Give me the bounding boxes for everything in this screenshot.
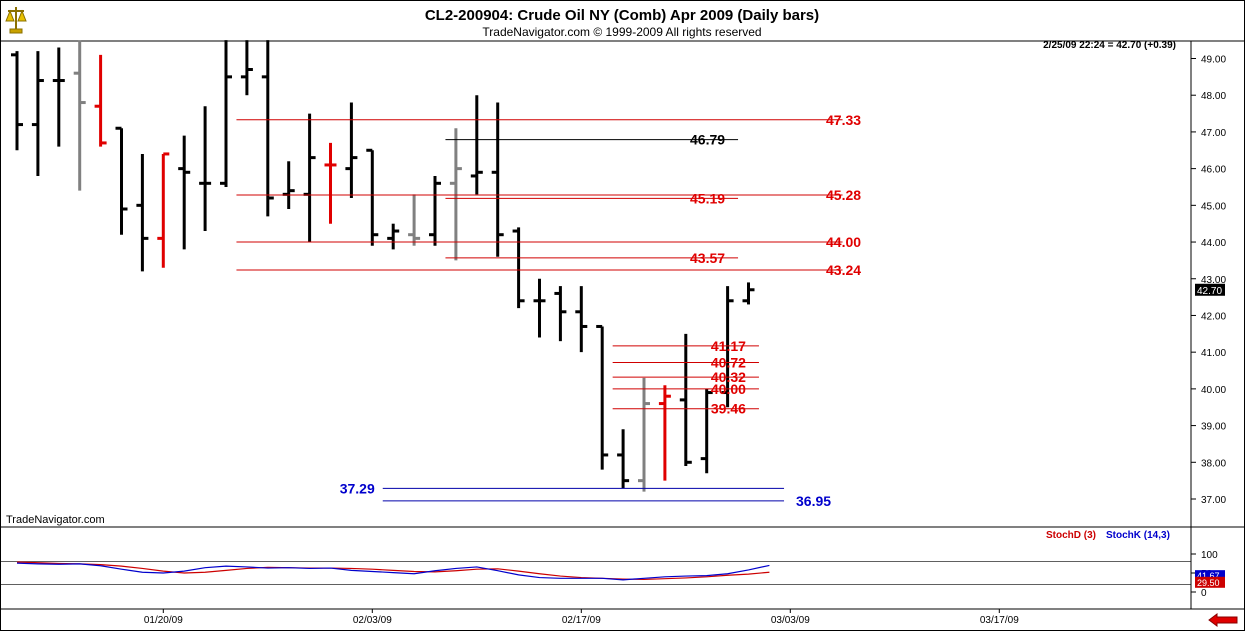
date-tick-label: 03/03/09 [771,615,810,626]
level-label: 40.32 [711,369,746,385]
stoch-d-legend: StochD (3) [1046,530,1096,541]
ohlc-bar [282,161,295,210]
ohlc-bar [94,54,107,147]
ohlc-bar [11,51,23,151]
ohlc-bar [324,142,337,224]
chart-title: CL2-200904: Crude Oil NY (Comb) Apr 2009… [425,7,819,24]
ohlc-bar [303,113,316,243]
logo-icon [5,7,27,34]
price-tick-label: 39.00 [1201,422,1226,433]
watermark: TradeNavigator.com [6,514,105,526]
ohlc-bar [387,223,400,250]
price-tick-label: 40.00 [1201,385,1226,396]
level-label: 45.19 [690,190,725,206]
left-arrow-icon[interactable] [1208,613,1238,627]
level-label: 40.72 [711,354,746,370]
level-label: 40.00 [711,381,746,397]
level-label: 43.24 [826,262,861,278]
level-label: 37.29 [340,480,375,496]
ohlc-bar [199,106,212,232]
price-tick-label: 43.00 [1201,275,1226,286]
stoch-tick-label: 0 [1201,588,1207,599]
last-price-marker: 42.70 [1195,283,1225,297]
ohlc-bar [575,286,588,353]
last-price-box [1195,283,1225,296]
level-label: 43.57 [690,250,725,266]
price-tick-label: 47.00 [1201,128,1226,139]
price-tick-label: 38.00 [1201,458,1226,469]
price-bars [11,40,755,492]
ohlc-bar [73,40,86,191]
ohlc-bar [658,385,671,481]
ohlc-bar [491,102,504,257]
level-label: 36.95 [796,493,831,509]
price-tick-label: 41.00 [1201,348,1226,359]
ohlc-bar [679,333,692,466]
stoch-series-line [16,562,770,581]
status-readout: 2/25/09 22:24 = 42.70 (+0.39) [1043,40,1176,51]
price-tick-label: 45.00 [1201,201,1226,212]
ohlc-bar [157,152,170,268]
price-tick-label: 46.00 [1201,165,1226,176]
ohlc-bar [617,429,630,488]
date-tick-label: 01/20/09 [144,615,183,626]
stoch-series-line [16,561,770,581]
stoch-k-last-box [1195,570,1225,582]
ohlc-bar [554,286,567,342]
ohlc-bar [533,278,546,338]
date-tick-label: 03/17/09 [980,615,1019,626]
level-label: 46.79 [690,132,725,148]
ohlc-bar [178,135,191,250]
level-label: 44.00 [826,234,861,250]
last-price-label: 42.70 [1197,286,1222,297]
ohlc-bar [240,40,253,96]
ohlc-bar [31,51,44,176]
stoch-d-last-label: 29.50 [1197,578,1220,588]
price-tick-label: 37.00 [1201,495,1226,506]
date-axis: 01/20/09 02/03/09 02/17/09 03/03/09 03/17/09 [144,609,1019,626]
ohlc-bar [470,95,483,195]
stoch-k-last-label: 41.67 [1197,571,1220,581]
ohlc-bar [638,377,650,492]
ohlc-bar [408,194,421,246]
ohlc-bar [742,282,755,305]
ohlc-bar [220,40,232,187]
ohlc-bar [429,175,441,246]
stoch-d-last-box [1195,576,1225,588]
price-tick-label: 48.00 [1201,91,1226,102]
ohlc-bar [449,128,462,261]
level-lines: 47.33 46.79 45.28 45.19 44.00 43.57 43.24 41.17… [236,112,861,509]
ohlc-bar [700,388,713,474]
ohlc-bar [52,47,65,147]
ohlc-bar [115,126,128,235]
date-tick-label: 02/03/09 [353,615,392,626]
level-label: 45.28 [826,187,861,203]
date-tick-label: 02/17/09 [562,615,601,626]
ohlc-bar [512,227,525,309]
price-tick-label: 49.00 [1201,55,1226,66]
level-label: 41.17 [711,338,746,354]
price-tick-label: 44.00 [1201,238,1226,249]
ohlc-bar [596,324,609,470]
ohlc-bar [366,148,379,246]
price-axis: 37.00 38.00 39.00 40.00 41.00 42.00 43.00 44.00… [1191,55,1226,506]
ohlc-bar [136,153,149,272]
level-label: 47.33 [826,112,861,128]
stoch-k-legend: StochK (14,3) [1106,530,1170,541]
ohlc-bar [721,286,734,408]
ohlc-bar [261,40,274,217]
price-tick-label: 42.00 [1201,311,1226,322]
level-label: 39.46 [711,401,746,417]
ohlc-bar [345,102,358,198]
stoch-tick-label: 100 [1201,550,1218,561]
copyright-subtitle: TradeNavigator.com © 1999-2009 All right… [482,25,761,39]
